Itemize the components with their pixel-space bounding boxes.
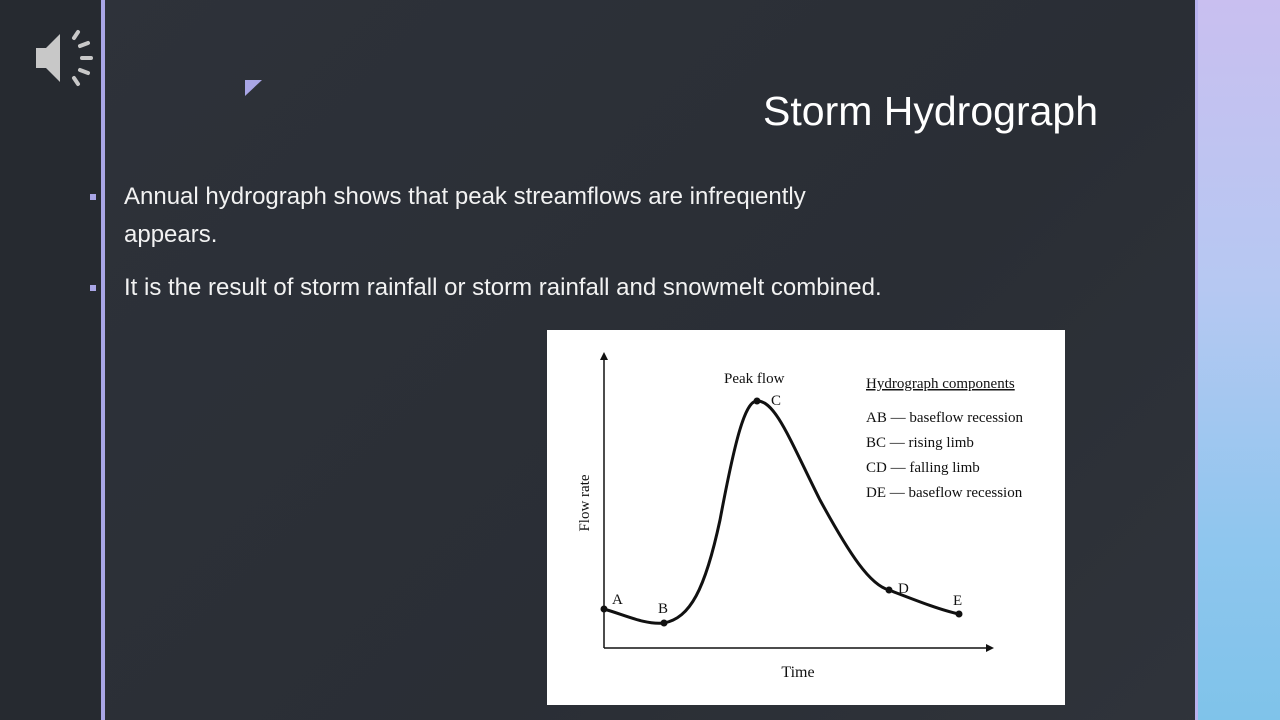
bullet-marker: [90, 194, 96, 200]
point-label: A: [612, 592, 623, 608]
legend-item: DE — baseflow recession: [866, 485, 1023, 501]
peak-label: Peak flow: [724, 371, 785, 387]
x-axis-label: Time: [781, 664, 814, 681]
point-label: E: [953, 593, 962, 609]
point-label: C: [771, 393, 781, 409]
right-band: [1195, 0, 1280, 720]
y-axis-label: Flow rate: [577, 474, 593, 531]
bullet-text: Annual hydrograph shows that peak stream…: [124, 183, 806, 248]
curve-points: [600, 397, 963, 627]
point-label: D: [898, 581, 909, 597]
corner-glyph: [245, 80, 262, 96]
bullet-text: It is the result of storm rainfall or st…: [124, 274, 882, 301]
slide-title: Storm Hydrograph: [763, 88, 1098, 134]
legend-item: CD — falling limb: [866, 460, 980, 476]
figure-frame: [547, 330, 1065, 705]
left-rule: [101, 0, 105, 720]
point-label: B: [658, 601, 668, 617]
speaker-icon[interactable]: [36, 30, 93, 86]
left-band: [0, 0, 101, 720]
bullet-marker: [90, 285, 96, 291]
axes: [603, 358, 990, 649]
legend-title: Hydrograph components: [866, 376, 1015, 392]
legend-item: AB — baseflow recession: [866, 410, 1024, 426]
legend-item: BC — rising limb: [866, 435, 974, 451]
